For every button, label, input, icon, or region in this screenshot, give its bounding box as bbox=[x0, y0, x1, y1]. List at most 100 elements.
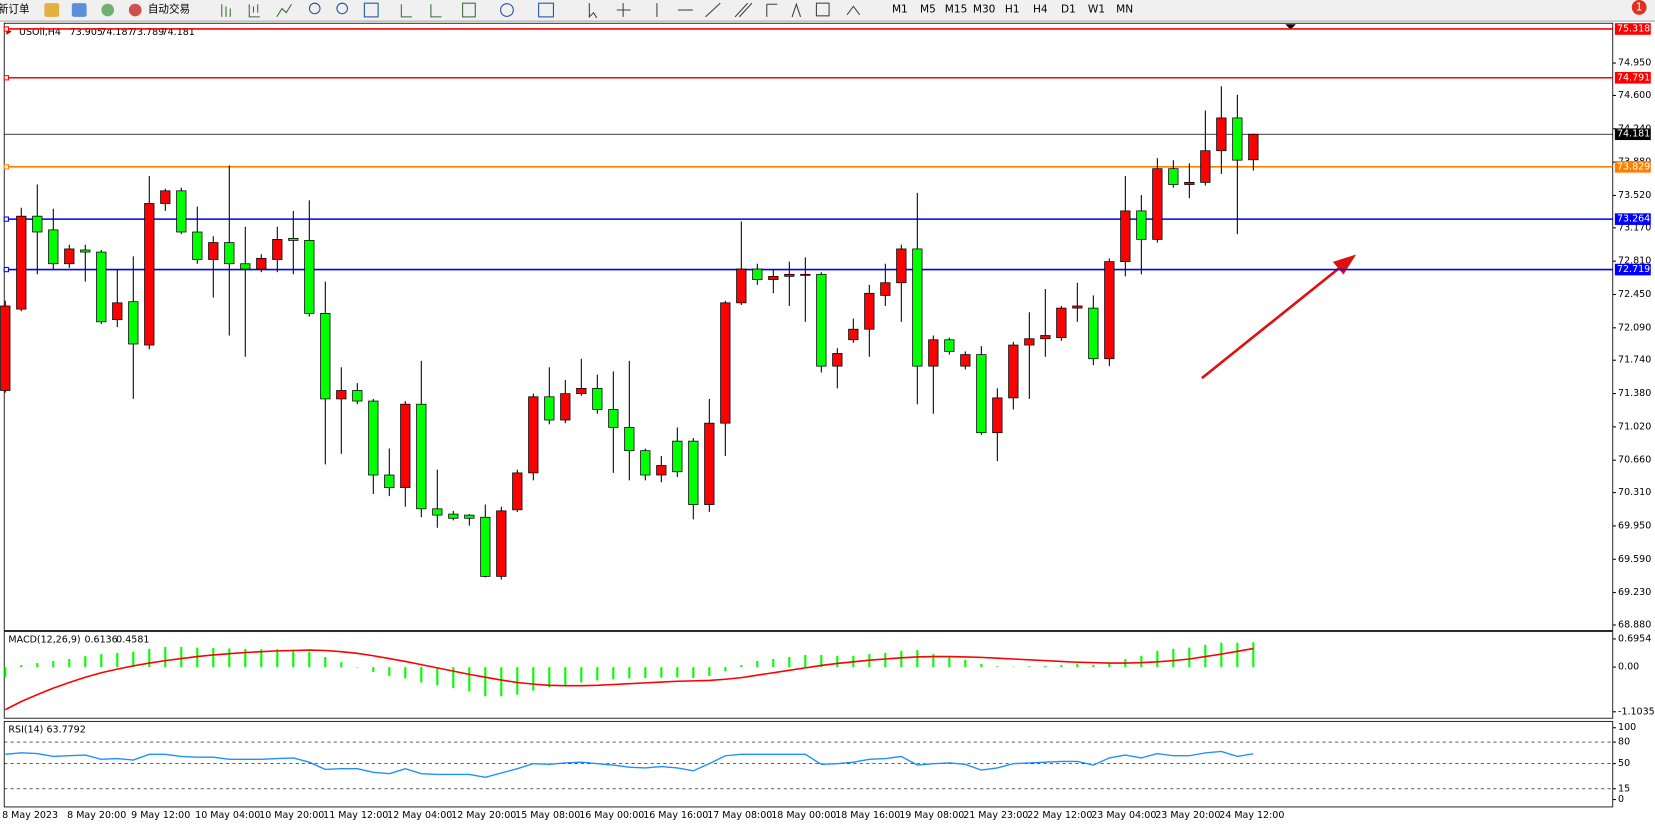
icon[interactable] bbox=[766, 3, 778, 17]
rsi-title: RSI(14) bbox=[8, 724, 43, 735]
notification-badge[interactable] bbox=[1631, 0, 1647, 15]
timeframe-bar: M1 M5 M15 M30 H1 H4 D1 W1 MN bbox=[892, 4, 1133, 16]
macd-signal-value: 0.4581 bbox=[116, 635, 149, 646]
candle-body bbox=[672, 440, 683, 473]
timeframe-button[interactable]: D1 bbox=[1061, 4, 1076, 16]
macd-bar bbox=[212, 648, 215, 668]
toolbar-bg bbox=[0, 0, 1655, 22]
macd-bar bbox=[116, 652, 119, 668]
macd-bar bbox=[1252, 642, 1255, 668]
y-tick-label: 100 bbox=[1618, 722, 1636, 733]
candle-body bbox=[752, 268, 763, 280]
x-tick-label: 10 May 20:00 bbox=[259, 810, 324, 821]
macd-bar bbox=[756, 661, 759, 668]
macd-bar bbox=[404, 667, 407, 679]
timeframe-button[interactable]: M1 bbox=[892, 4, 908, 16]
y-tick-label: 71.380 bbox=[1618, 388, 1651, 399]
macd-bar bbox=[372, 667, 375, 672]
macd-bar bbox=[388, 667, 391, 677]
macd-title: MACD(12,26,9) bbox=[8, 635, 80, 646]
icon[interactable] bbox=[71, 3, 87, 17]
header-low: 73.789 bbox=[131, 27, 164, 38]
x-tick-label: 12 May 20:00 bbox=[451, 810, 516, 821]
current-price-bg bbox=[1614, 128, 1651, 141]
macd-bar bbox=[500, 667, 503, 697]
macd-bar bbox=[420, 667, 423, 683]
macd-bar bbox=[932, 654, 935, 668]
candle-body bbox=[496, 510, 507, 577]
x-tick-label: 11 May 12:00 bbox=[323, 810, 388, 821]
y-tick-label: 70.660 bbox=[1618, 455, 1651, 466]
candle-body bbox=[560, 393, 571, 421]
x-tick-label: 10 May 04:00 bbox=[195, 810, 260, 821]
icon[interactable] bbox=[44, 3, 60, 17]
current-price-label: 74.181 bbox=[1617, 129, 1650, 140]
candle-body bbox=[112, 302, 123, 321]
icon[interactable] bbox=[248, 4, 260, 18]
y-tick-label: 73.170 bbox=[1618, 222, 1651, 233]
macd-bar bbox=[548, 667, 551, 688]
candle-body bbox=[96, 251, 107, 323]
macd-bar bbox=[20, 665, 23, 668]
macd-bar bbox=[132, 651, 135, 668]
macd-bar bbox=[1092, 665, 1095, 668]
macd-bar bbox=[1060, 665, 1063, 668]
macd-bar bbox=[1076, 663, 1079, 668]
icon[interactable] bbox=[734, 2, 753, 18]
icon[interactable] bbox=[815, 2, 830, 17]
icon[interactable] bbox=[500, 3, 514, 17]
icon[interactable] bbox=[308, 2, 321, 15]
icon[interactable] bbox=[616, 3, 631, 17]
candle-body bbox=[320, 313, 331, 400]
icon[interactable] bbox=[276, 3, 292, 18]
timeframe-button[interactable]: M5 bbox=[920, 4, 936, 16]
candle-body bbox=[288, 238, 299, 241]
y-tick-label: 72.090 bbox=[1618, 322, 1651, 333]
new-order-button[interactable]: 新订单 bbox=[0, 3, 30, 16]
timeframe-button[interactable]: H1 bbox=[1005, 4, 1020, 16]
timeframe-button[interactable]: MN bbox=[1116, 4, 1133, 16]
x-tick-label: 21 May 23:00 bbox=[963, 810, 1028, 821]
icon[interactable] bbox=[462, 2, 476, 18]
icon[interactable] bbox=[336, 2, 349, 15]
candle-body bbox=[128, 301, 139, 345]
macd-bar bbox=[1012, 666, 1015, 668]
macd-bar bbox=[4, 667, 7, 678]
icon[interactable] bbox=[705, 2, 721, 18]
icon[interactable] bbox=[400, 4, 442, 18]
macd-bar bbox=[1236, 642, 1239, 668]
candle-body bbox=[1072, 305, 1083, 309]
icon[interactable] bbox=[588, 3, 598, 19]
level-label: 72.719 bbox=[1617, 264, 1650, 275]
icon[interactable] bbox=[363, 2, 379, 18]
candle-body bbox=[208, 242, 219, 260]
icon[interactable] bbox=[101, 3, 115, 17]
draw-tools bbox=[588, 2, 861, 19]
timeframe-button[interactable]: M15 bbox=[945, 4, 968, 16]
auto-trading-icon[interactable] bbox=[128, 3, 142, 17]
timeframe-button[interactable]: W1 bbox=[1088, 4, 1105, 16]
icon[interactable] bbox=[791, 2, 802, 18]
macd-signal bbox=[4, 647, 1254, 711]
candle-body bbox=[944, 339, 955, 352]
timeframe-button[interactable]: M30 bbox=[973, 4, 996, 16]
x-tick-label: 16 May 00:00 bbox=[579, 810, 644, 821]
y-tick-label: 69.950 bbox=[1618, 520, 1651, 531]
x-tick-label: 8 May 2023 bbox=[2, 810, 58, 821]
macd-bar bbox=[1140, 655, 1143, 668]
toolbar: 新订单 自动交易 M1 M bbox=[0, 0, 1655, 22]
auto-trading-button[interactable]: 自动交易 bbox=[148, 3, 190, 16]
timeframe-button[interactable]: H4 bbox=[1033, 4, 1048, 16]
candle-body bbox=[784, 273, 795, 277]
y-tick-label: 74.600 bbox=[1618, 90, 1651, 101]
candle-body bbox=[160, 190, 171, 204]
icon[interactable] bbox=[846, 5, 861, 16]
macd-bar bbox=[516, 667, 519, 695]
candle-body bbox=[656, 465, 667, 476]
icon[interactable] bbox=[221, 4, 231, 17]
candle-body bbox=[1040, 335, 1051, 340]
icon[interactable] bbox=[538, 2, 554, 18]
candle-body bbox=[240, 263, 251, 270]
candle-body bbox=[1120, 210, 1131, 262]
